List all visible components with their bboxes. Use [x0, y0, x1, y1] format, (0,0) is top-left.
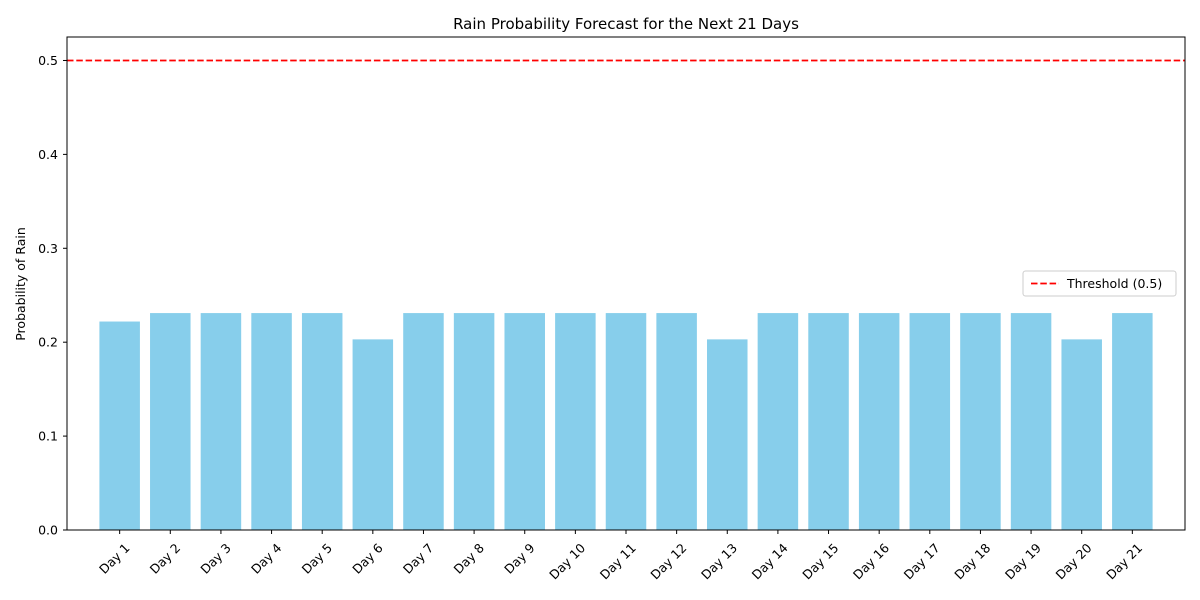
x-tick-label: Day 6: [349, 540, 386, 577]
bar-5: [301, 313, 343, 530]
bar-12: [656, 313, 697, 530]
x-tick-label: Day 9: [501, 540, 538, 577]
x-tick-label: Day 14: [749, 540, 791, 582]
bar-2: [150, 313, 191, 530]
x-tick-label: Day 13: [698, 540, 740, 582]
x-tick-label: Day 8: [451, 540, 488, 577]
x-tick-label: Day 16: [850, 540, 892, 582]
bar-19: [1010, 313, 1052, 530]
x-tick-label: Day 2: [147, 540, 183, 576]
x-tick-label: Day 4: [248, 540, 285, 577]
bar-11: [605, 313, 647, 530]
x-tick-label: Day 18: [951, 540, 993, 582]
y-tick-label: 0.1: [38, 429, 58, 444]
x-tick-label: Day 15: [799, 540, 841, 582]
x-tick-label: Day 5: [299, 540, 335, 576]
bar-1: [99, 321, 140, 530]
y-tick-label: 0.3: [38, 241, 58, 256]
legend: Threshold (0.5): [1022, 270, 1177, 297]
bar-6: [352, 339, 394, 530]
bar-3: [200, 313, 242, 530]
x-tick-label: Day 1: [96, 540, 132, 576]
bar-14: [757, 313, 799, 530]
x-tick-label: Day 10: [546, 540, 588, 582]
bar-8: [453, 313, 495, 530]
bar-15: [808, 313, 849, 530]
x-tick-label: Day 12: [647, 540, 689, 582]
x-tick-label: Day 17: [901, 540, 943, 582]
bar-9: [504, 313, 545, 530]
x-tick-label: Day 11: [597, 540, 639, 582]
legend-threshold-label: Threshold (0.5): [1066, 276, 1162, 291]
bar-18: [960, 313, 1001, 530]
bar-16: [858, 313, 900, 530]
bar-21: [1112, 313, 1153, 530]
bar-20: [1061, 339, 1102, 530]
y-tick-label: 0.4: [38, 147, 58, 162]
bar-10: [555, 313, 596, 530]
chart-title: Rain Probability Forecast for the Next 2…: [453, 15, 799, 33]
x-tick-label: Day 7: [400, 540, 436, 576]
y-tick-label: 0.2: [38, 335, 58, 350]
bar-17: [909, 313, 951, 530]
bar-4: [251, 313, 292, 530]
y-axis-title: Probability of Rain: [13, 227, 28, 341]
legend-box: [1022, 270, 1177, 297]
y-tick-label: 0.0: [38, 523, 58, 538]
x-tick-label: Day 20: [1052, 540, 1094, 582]
y-tick-label: 0.5: [38, 53, 58, 68]
x-tick-label: Day 21: [1103, 540, 1145, 582]
x-tick-label: Day 3: [197, 540, 233, 576]
bars-group: [99, 313, 1153, 530]
x-tick-label: Day 19: [1002, 540, 1044, 582]
bar-13: [707, 339, 748, 530]
bar-7: [403, 313, 444, 530]
